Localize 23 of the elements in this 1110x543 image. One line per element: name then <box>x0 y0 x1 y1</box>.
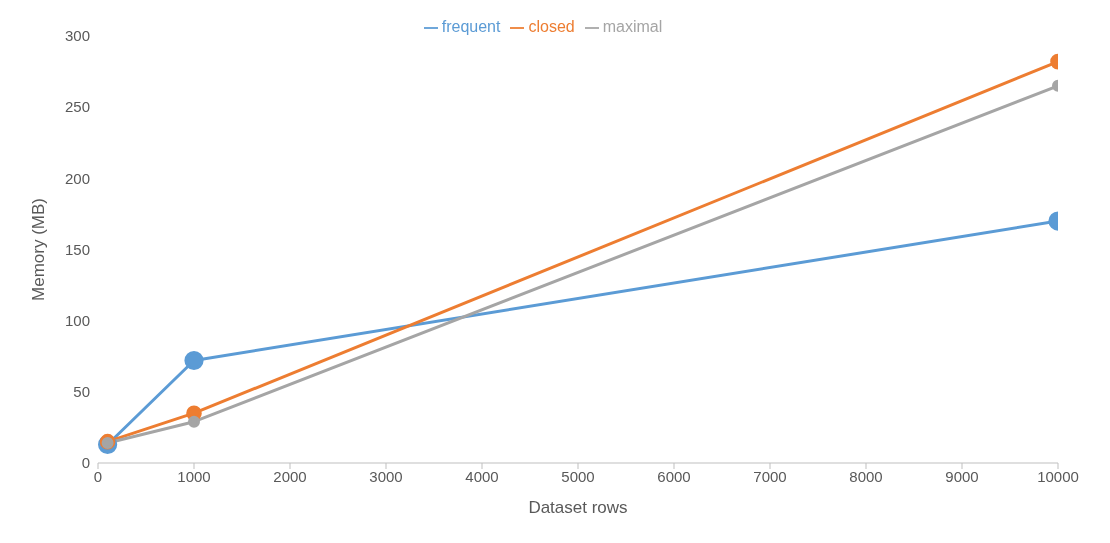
y-tick-label: 0 <box>81 454 90 472</box>
x-axis-title: Dataset rows <box>528 498 628 517</box>
x-tick-label: 8000 <box>849 467 883 485</box>
y-tick-label: 100 <box>64 311 90 329</box>
legend-label: closed <box>528 18 575 35</box>
x-tick-label: 7000 <box>753 467 787 485</box>
x-tick-label: 6000 <box>657 467 691 485</box>
legend-label: frequent <box>441 18 501 35</box>
x-tick-label: 9000 <box>945 467 979 485</box>
x-tick-label: 2000 <box>273 467 307 485</box>
x-tick-label: 0 <box>93 467 103 485</box>
y-tick-label: 150 <box>64 240 90 258</box>
x-tick-label: 5000 <box>561 467 595 485</box>
x-tick-label: 1000 <box>177 467 211 485</box>
legend-label: maximal <box>602 18 663 35</box>
x-tick-label: 3000 <box>369 467 403 485</box>
y-tick-label: 300 <box>64 27 90 45</box>
x-tick-label: 10000 <box>1037 467 1079 485</box>
y-tick-label: 250 <box>64 98 90 116</box>
y-axis-title: Memory (MB) <box>29 198 49 301</box>
x-tick-label: 4000 <box>465 467 499 485</box>
y-tick-label: 200 <box>64 169 90 187</box>
y-tick-label: 50 <box>73 383 90 401</box>
